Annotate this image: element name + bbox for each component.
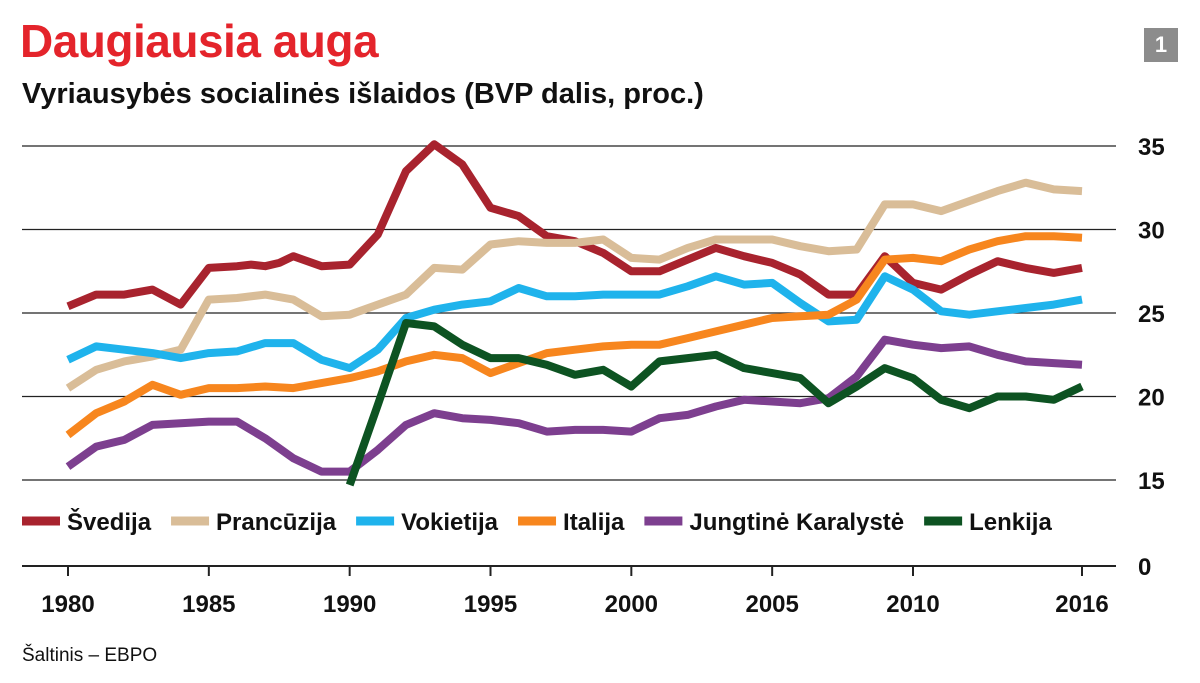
series-line-5 [65,335,1083,476]
legend-label-6: Lenkija [969,509,1052,536]
y-axis-ticks: 35 30 25 20 15 0 [1138,134,1165,581]
series-line-6 [345,319,1084,487]
series-line-3 [66,272,1083,373]
line-chart: 35 30 25 20 15 0 1980 1985 1990 1995 2000 2005 2010… [22,134,1165,618]
y-tick-label: 0 [1138,554,1151,581]
legend-label-5: Jungtinė Karalystė [689,509,904,536]
x-tick-label: 2000 [605,591,658,618]
legend-label-3: Vokietija [401,509,499,536]
legend-label-1: Švedija [67,508,152,536]
y-tick-label: 30 [1138,218,1165,245]
x-tick-label: 1995 [464,591,517,618]
series-line-1 [66,140,1083,310]
series-lines [65,140,1084,487]
x-tick-label: 2005 [745,591,798,618]
legend-label-2: Prancūzija [216,509,337,536]
series-line-4 [65,232,1083,439]
y-tick-label: 25 [1138,301,1165,328]
x-axis-ticks: 1980 1985 1990 1995 2000 2005 2010 2016 [41,566,1109,618]
x-tick-label: 2016 [1055,591,1108,618]
figure-number-badge: 1 [1144,28,1178,62]
series-line-2 [65,178,1083,392]
y-tick-label: 15 [1138,468,1165,495]
chart-subtitle: Vyriausybės socialinės išlaidos (BVP dal… [22,78,704,110]
x-tick-label: 1985 [182,591,235,618]
y-tick-label: 20 [1138,385,1165,412]
chart-title: Daugiausia auga [20,15,379,67]
x-tick-label: 1980 [41,591,94,618]
y-tick-label: 35 [1138,134,1165,161]
legend: Švedija Prancūzija Vokietija Italija Jungtin… [22,508,1052,536]
x-tick-label: 2010 [886,591,939,618]
source-note: Šaltinis – EBPO [22,645,158,666]
legend-label-4: Italija [563,509,625,536]
x-tick-label: 1990 [323,591,376,618]
